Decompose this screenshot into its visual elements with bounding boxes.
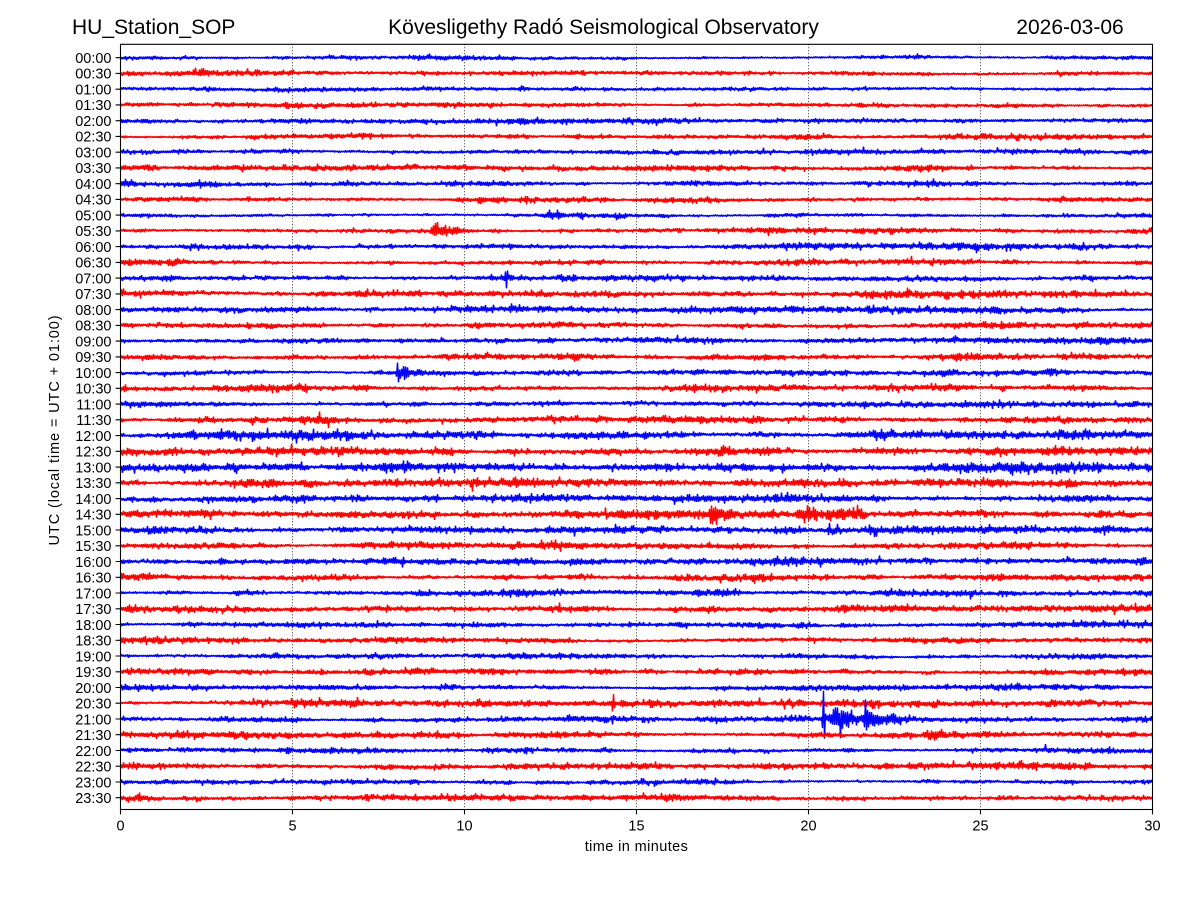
svg-text:05:30: 05:30	[75, 224, 111, 240]
svg-text:23:30: 23:30	[75, 791, 111, 807]
svg-text:15: 15	[628, 819, 644, 835]
svg-text:20:00: 20:00	[75, 681, 111, 697]
svg-text:04:00: 04:00	[75, 177, 111, 193]
svg-text:0: 0	[116, 819, 124, 835]
svg-text:09:00: 09:00	[75, 334, 111, 350]
svg-text:01:00: 01:00	[75, 83, 111, 99]
svg-text:10:30: 10:30	[75, 382, 111, 398]
svg-text:12:00: 12:00	[75, 429, 111, 445]
svg-text:10:00: 10:00	[75, 366, 111, 382]
svg-text:25: 25	[972, 819, 988, 835]
svg-text:19:30: 19:30	[75, 665, 111, 681]
svg-text:23:00: 23:00	[75, 775, 111, 791]
svg-text:19:00: 19:00	[75, 649, 111, 665]
svg-text:15:30: 15:30	[75, 539, 111, 555]
svg-text:05:00: 05:00	[75, 208, 111, 224]
svg-text:07:30: 07:30	[75, 287, 111, 303]
svg-text:Kövesligethy Radó Seismologica: Kövesligethy Radó Seismological Observat…	[388, 16, 819, 39]
svg-text:14:30: 14:30	[75, 508, 111, 524]
svg-text:21:00: 21:00	[75, 712, 111, 728]
svg-text:15:00: 15:00	[75, 523, 111, 539]
svg-text:2026-03-06: 2026-03-06	[1016, 16, 1123, 39]
svg-text:02:00: 02:00	[75, 114, 111, 130]
svg-text:13:30: 13:30	[75, 476, 111, 492]
svg-text:22:00: 22:00	[75, 744, 111, 760]
svg-text:00:00: 00:00	[75, 51, 111, 67]
svg-text:11:00: 11:00	[76, 397, 111, 413]
svg-text:08:00: 08:00	[75, 303, 111, 319]
svg-text:21:30: 21:30	[75, 728, 111, 744]
svg-text:22:30: 22:30	[75, 760, 111, 776]
svg-text:UTC (local time = UTC + 01:00): UTC (local time = UTC + 01:00)	[47, 315, 63, 546]
svg-text:16:30: 16:30	[75, 571, 111, 587]
svg-text:03:30: 03:30	[75, 161, 111, 177]
svg-text:18:00: 18:00	[75, 618, 111, 634]
svg-text:03:00: 03:00	[75, 146, 111, 162]
svg-text:08:30: 08:30	[75, 319, 111, 335]
svg-text:04:30: 04:30	[75, 193, 111, 209]
svg-text:02:30: 02:30	[75, 130, 111, 146]
svg-text:time in minutes: time in minutes	[585, 839, 689, 855]
svg-text:06:00: 06:00	[75, 240, 111, 256]
svg-text:17:00: 17:00	[75, 586, 111, 602]
svg-text:16:00: 16:00	[75, 555, 111, 571]
svg-text:17:30: 17:30	[75, 602, 111, 618]
svg-text:11:30: 11:30	[76, 413, 111, 429]
svg-text:30: 30	[1144, 819, 1160, 835]
svg-text:13:00: 13:00	[75, 460, 111, 476]
svg-text:5: 5	[288, 819, 296, 835]
svg-text:07:00: 07:00	[75, 271, 111, 287]
svg-text:14:00: 14:00	[75, 492, 111, 508]
svg-text:06:30: 06:30	[75, 256, 111, 272]
svg-text:18:30: 18:30	[75, 634, 111, 650]
svg-text:01:30: 01:30	[75, 98, 111, 114]
svg-text:20: 20	[800, 819, 816, 835]
svg-text:20:30: 20:30	[75, 697, 111, 713]
svg-text:09:30: 09:30	[75, 350, 111, 366]
svg-text:12:30: 12:30	[75, 445, 111, 461]
svg-text:HU_Station_SOP: HU_Station_SOP	[72, 16, 235, 39]
svg-text:10: 10	[456, 819, 472, 835]
svg-text:00:30: 00:30	[75, 67, 111, 83]
